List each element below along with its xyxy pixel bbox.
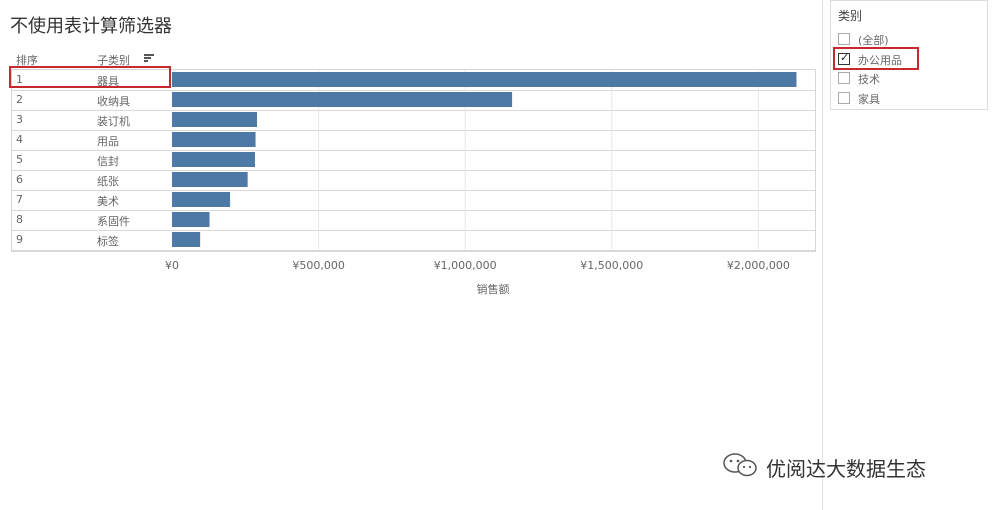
rank-label: 7 (16, 193, 23, 206)
x-axis-label: 销售额 (477, 282, 510, 296)
bar[interactable] (172, 112, 258, 127)
table-row[interactable]: 9 标签 (11, 230, 815, 251)
rank-label: 4 (16, 133, 23, 146)
filter-highlight-box (833, 47, 919, 70)
category-label: 纸张 (97, 175, 119, 188)
rank-label: 2 (16, 93, 23, 106)
rank-label: 9 (16, 233, 23, 246)
category-label: 美术 (97, 195, 119, 208)
x-tick-label: ¥1,500,000 (580, 259, 643, 272)
checkbox[interactable] (838, 72, 850, 84)
checkbox[interactable] (838, 92, 850, 104)
x-tick-label: ¥2,000,000 (727, 259, 790, 272)
category-label: 用品 (97, 135, 119, 148)
bar[interactable] (172, 152, 255, 167)
table-row[interactable]: 5 信封 (11, 150, 815, 171)
wechat-icon (723, 453, 757, 477)
bar[interactable] (172, 172, 248, 187)
category-label: 标签 (97, 235, 119, 248)
x-tick-label: ¥1,000,000 (434, 259, 497, 272)
rank-label: 3 (16, 113, 23, 126)
bar[interactable] (172, 132, 256, 147)
category-label: 器具 (97, 75, 119, 88)
table-frame (11, 69, 816, 252)
page-title: 不使用表计算筛选器 (10, 16, 172, 37)
category-label: 装订机 (97, 115, 130, 128)
table-row[interactable]: 1 器具 (11, 70, 815, 91)
rank-label: 1 (16, 73, 23, 86)
table-row[interactable]: 8 系固件 (11, 210, 815, 231)
row-highlight-box (9, 66, 171, 88)
checkbox[interactable] (838, 33, 850, 45)
column-header-subcategory[interactable]: 子类别 (97, 54, 130, 67)
bar[interactable] (172, 72, 797, 87)
checkbox-checked[interactable] (838, 51, 850, 65)
table-row[interactable]: 4 用品 (11, 130, 815, 151)
category-label: 系固件 (97, 215, 130, 228)
rank-label: 8 (16, 213, 23, 226)
x-tick-label: ¥0 (165, 259, 179, 272)
watermark-text: 优阅达大数据生态 (766, 457, 926, 481)
table-row[interactable]: 3 装订机 (11, 110, 815, 131)
table-row[interactable]: 2 收纳具 (11, 90, 815, 111)
sort-icon[interactable] (144, 54, 154, 63)
bar[interactable] (172, 232, 201, 247)
category-filter-panel: 类别 (全部) 办公用品 技术 家具 (830, 0, 988, 110)
table-row[interactable]: 6 纸张 (11, 170, 815, 191)
right-divider (822, 0, 823, 510)
filter-option-label: (全部) (858, 34, 889, 47)
filter-option-label: 家具 (858, 93, 880, 106)
bar[interactable] (172, 92, 513, 107)
bar[interactable] (172, 212, 210, 227)
filter-option-label: 办公用品 (858, 54, 902, 67)
category-label: 信封 (97, 155, 119, 168)
x-tick-label: ¥500,000 (292, 259, 345, 272)
rank-label: 5 (16, 153, 23, 166)
category-label: 收纳具 (97, 95, 130, 108)
rank-label: 6 (16, 173, 23, 186)
column-header-rank[interactable]: 排序 (16, 54, 38, 67)
bar[interactable] (172, 192, 231, 207)
filter-option-label: 技术 (858, 73, 880, 86)
table-row[interactable]: 7 美术 (11, 190, 815, 211)
filter-title: 类别 (838, 9, 863, 23)
